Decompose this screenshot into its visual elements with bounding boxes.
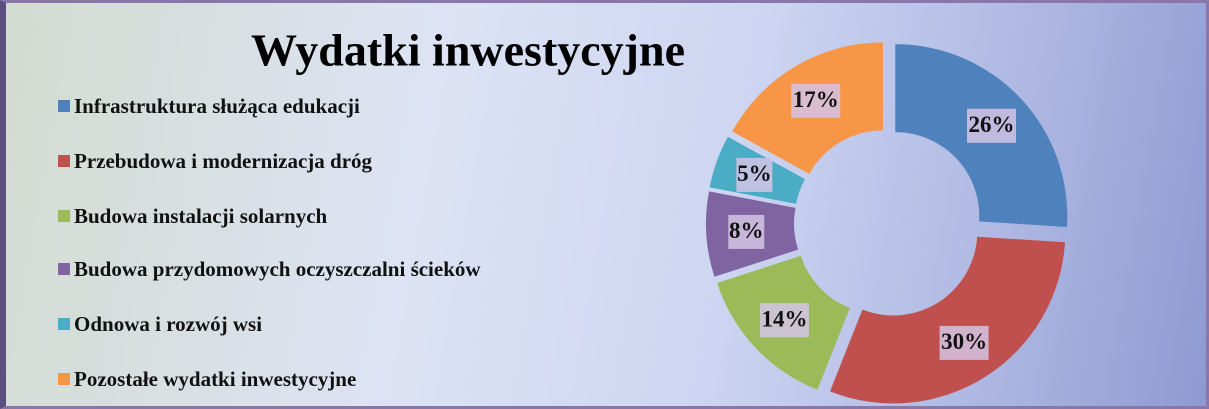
data-label: 17% bbox=[793, 87, 839, 112]
legend-item: Infrastruktura służąca edukacji bbox=[58, 94, 508, 118]
label-box bbox=[939, 325, 989, 360]
legend-swatch bbox=[58, 100, 70, 112]
legend-item: Odnowa i rozwój wsi bbox=[58, 312, 508, 336]
legend-label: Odnowa i rozwój wsi bbox=[74, 312, 263, 336]
legend-swatch bbox=[58, 210, 70, 222]
legend-swatch bbox=[58, 263, 70, 275]
legend-label: Pozostałe wydatki inwestycyjne bbox=[74, 367, 357, 391]
label-box bbox=[728, 214, 765, 249]
legend-item: Przebudowa i modernizacja dróg bbox=[58, 149, 508, 173]
legend-label: Budowa instalacji solarnych bbox=[74, 204, 328, 228]
legend-label: Budowa przydomowych oczyszczalni ścieków bbox=[74, 257, 481, 281]
data-label: 30% bbox=[941, 329, 987, 354]
data-label: 5% bbox=[737, 161, 772, 186]
legend-label: Infrastruktura służąca edukacji bbox=[74, 94, 360, 118]
legend-item: Pozostałe wydatki inwestycyjne bbox=[58, 367, 508, 391]
legend-swatch bbox=[58, 318, 70, 330]
legend-swatch bbox=[58, 155, 70, 167]
legend-item: Budowa przydomowych oczyszczalni ścieków bbox=[58, 257, 508, 281]
legend-item: Budowa instalacji solarnych bbox=[58, 204, 508, 228]
label-box bbox=[791, 83, 841, 118]
donut-slice bbox=[830, 236, 1066, 404]
label-box bbox=[967, 108, 1017, 143]
label-box bbox=[759, 303, 809, 338]
data-label: 8% bbox=[729, 218, 764, 243]
legend-swatch bbox=[58, 373, 70, 385]
legend-label: Przebudowa i modernizacja dróg bbox=[74, 149, 373, 173]
label-box bbox=[736, 157, 773, 192]
data-label: 14% bbox=[761, 306, 807, 331]
chart-title: Wydatki inwestycyjne bbox=[251, 25, 685, 76]
data-label: 26% bbox=[969, 112, 1015, 137]
chart-svg: Wydatki inwestycyjne 26% 30% 14% 8% 5% 17% bbox=[251, 25, 1068, 404]
